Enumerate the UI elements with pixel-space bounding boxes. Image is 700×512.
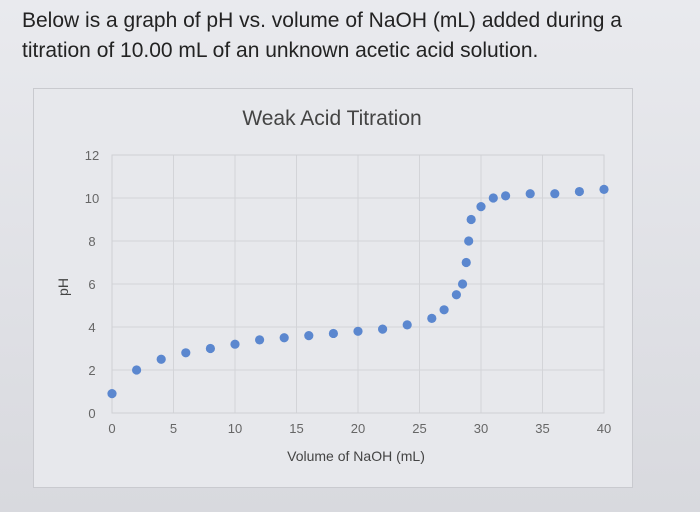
y-axis-ticks: 0 2 4 6 8 10 12 bbox=[85, 148, 99, 421]
y-tick-label: 0 bbox=[88, 406, 95, 421]
x-axis-title: Volume of NaOH (mL) bbox=[287, 448, 425, 464]
y-tick-label: 6 bbox=[88, 277, 95, 292]
question-text: Below is a graph of pH vs. volume of NaO… bbox=[22, 9, 622, 62]
x-tick-label: 30 bbox=[474, 421, 488, 436]
titration-chart: Weak Acid Titration 0 2 4 6 8 10 12 0 5 10 15 20 25… bbox=[55, 107, 611, 464]
y-tick-label: 2 bbox=[88, 363, 95, 378]
data-point bbox=[550, 189, 560, 199]
data-point bbox=[574, 186, 585, 197]
data-point bbox=[181, 348, 191, 358]
data-point bbox=[132, 365, 142, 375]
data-point bbox=[328, 328, 338, 339]
data-point bbox=[230, 339, 240, 349]
data-point bbox=[439, 305, 449, 315]
y-tick-label: 4 bbox=[88, 320, 95, 335]
data-point bbox=[457, 279, 468, 289]
x-axis-ticks: 0 5 10 15 20 25 30 35 40 bbox=[108, 421, 611, 436]
data-point bbox=[402, 320, 412, 330]
y-axis-title: pH bbox=[55, 278, 71, 296]
data-point bbox=[279, 333, 289, 343]
data-point bbox=[599, 184, 609, 194]
data-point bbox=[464, 236, 474, 246]
x-tick-label: 15 bbox=[289, 421, 303, 436]
data-point bbox=[156, 354, 166, 364]
x-tick-label: 10 bbox=[228, 421, 242, 436]
data-point bbox=[107, 389, 117, 399]
data-point bbox=[427, 313, 437, 323]
data-point bbox=[304, 331, 314, 341]
y-tick-label: 10 bbox=[85, 191, 99, 206]
data-point bbox=[255, 335, 265, 345]
x-tick-label: 20 bbox=[351, 421, 365, 436]
data-point bbox=[353, 326, 363, 336]
x-tick-label: 25 bbox=[412, 421, 426, 436]
y-tick-label: 12 bbox=[85, 148, 99, 163]
data-point bbox=[461, 257, 471, 268]
data-point bbox=[525, 189, 535, 199]
data-points bbox=[107, 184, 609, 399]
data-point bbox=[488, 193, 498, 203]
chart-panel: Weak Acid Titration 0 2 4 6 8 10 12 0 5 10 15 20 25… bbox=[33, 88, 633, 488]
data-point bbox=[476, 202, 486, 212]
data-point bbox=[378, 324, 388, 334]
x-tick-label: 40 bbox=[597, 421, 611, 436]
chart-title: Weak Acid Titration bbox=[242, 107, 421, 130]
plot-border bbox=[111, 154, 605, 414]
y-tick-label: 8 bbox=[88, 234, 95, 249]
data-point bbox=[501, 191, 511, 201]
x-tick-label: 35 bbox=[535, 421, 549, 436]
data-point bbox=[205, 343, 215, 354]
chart-grid bbox=[111, 154, 605, 414]
data-point bbox=[466, 214, 476, 225]
x-tick-label: 5 bbox=[170, 421, 177, 436]
data-point bbox=[451, 290, 461, 300]
x-tick-label: 0 bbox=[108, 421, 115, 436]
